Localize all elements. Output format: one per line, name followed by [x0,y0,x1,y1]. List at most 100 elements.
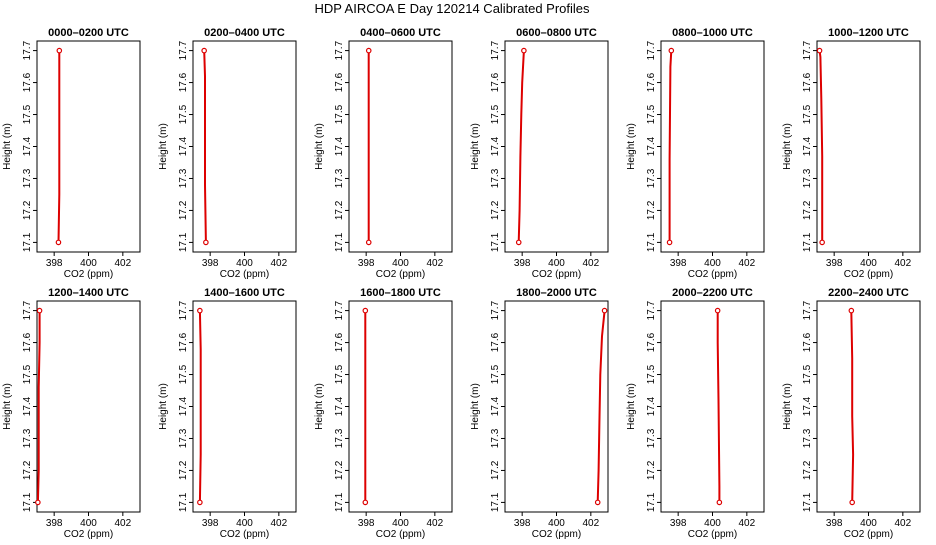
subplot-panel: 1600–1800 UTC 398 400 402 17.1 17.2 17.3 17.4 17… [314,287,453,540]
y-tick-label: 17.2 [490,200,501,220]
y-tick-label: 17.5 [22,364,33,384]
x-tick-label: 400 [860,518,877,529]
data-point [56,47,63,54]
profile-line [716,310,721,503]
x-tick-label: 400 [392,258,409,269]
x-tick-label: 398 [202,518,219,529]
x-axis-label: CO2 (ppm) [532,269,581,280]
x-tick-label: 400 [236,518,253,529]
data-point [521,47,527,54]
y-tick-label: 17.1 [802,492,813,512]
y-axis-label: Height (m) [782,383,793,430]
y-tick-label: 17.3 [334,168,345,188]
x-tick-label: 402 [582,258,599,269]
y-tick-label: 17.7 [490,40,501,60]
y-tick-label: 17.6 [178,72,189,92]
y-tick-label: 17.3 [646,168,657,188]
x-tick-label: 400 [80,518,97,529]
data-point [716,499,723,506]
x-tick-label: 402 [426,258,443,269]
subplot-panel: 0200–0400 UTC 398 400 402 17.1 17.2 17.3 17.4 17… [158,27,297,280]
y-tick-label: 17.2 [334,460,345,480]
data-point [816,47,823,54]
panel-title: 1400–1600 UTC [204,287,285,299]
x-axis-label: CO2 (ppm) [220,269,269,280]
subplot-panel: 1000–1200 UTC 398 400 402 17.1 17.2 17.3 17.4 17… [782,27,921,280]
y-tick-label: 17.5 [334,364,345,384]
x-tick-label: 400 [704,258,721,269]
y-tick-label: 17.3 [490,168,501,188]
y-axis-label: Height (m) [2,383,13,430]
x-tick-label: 398 [670,518,687,529]
subplot-panel: 2000–2200 UTC 398 400 402 17.1 17.2 17.3 17.4 17… [626,287,765,540]
x-axis-label: CO2 (ppm) [844,269,893,280]
y-tick-label: 17.4 [802,396,813,416]
y-tick-label: 17.6 [334,332,345,352]
y-tick-label: 17.4 [646,136,657,156]
x-axis-label: CO2 (ppm) [64,269,113,280]
y-tick-label: 17.3 [178,428,189,448]
x-axis-label: CO2 (ppm) [532,529,581,540]
profile-line [517,50,525,243]
y-tick-label: 17.1 [22,492,33,512]
y-tick-label: 17.4 [334,396,345,416]
x-tick-label: 402 [894,258,911,269]
plot-frame [660,300,765,513]
y-tick-label: 17.1 [646,232,657,252]
y-tick-label: 17.4 [802,136,813,156]
y-tick-label: 17.5 [802,104,813,124]
y-tick-label: 17.1 [178,232,189,252]
y-tick-label: 17.6 [490,72,501,92]
y-tick-label: 17.2 [334,200,345,220]
y-axis-label: Height (m) [626,383,637,430]
y-tick-label: 17.1 [178,492,189,512]
y-tick-label: 17.6 [646,72,657,92]
subplot-panel: 0000–0200 UTC 398 400 402 17.1 17.2 17.3 17.4 17… [2,27,141,280]
x-tick-label: 402 [270,258,287,269]
y-tick-label: 17.7 [178,300,189,320]
profile-line [596,310,606,503]
y-tick-label: 17.3 [802,168,813,188]
y-tick-label: 17.5 [334,104,345,124]
data-point [35,499,41,506]
data-point [197,499,203,506]
x-tick-label: 402 [894,518,911,529]
subplot-panel: 1200–1400 UTC 398 400 402 17.1 17.2 17.3 17.4 17… [2,287,141,540]
y-tick-label: 17.6 [22,332,33,352]
profile-line [850,310,855,503]
profile-line [818,50,824,243]
y-axis-label: Height (m) [158,383,169,430]
data-point [515,239,522,246]
x-tick-label: 400 [392,518,409,529]
x-tick-label: 402 [582,518,599,529]
y-tick-label: 17.1 [490,232,501,252]
y-tick-label: 17.7 [22,40,33,60]
x-tick-label: 402 [738,518,755,529]
y-tick-label: 17.4 [646,396,657,416]
subplot-panel: 1800–2000 UTC 398 400 402 17.1 17.2 17.3 17.4 17… [470,287,609,540]
y-tick-label: 17.1 [802,232,813,252]
y-tick-label: 17.5 [490,364,501,384]
y-tick-label: 17.7 [178,40,189,60]
x-axis-label: CO2 (ppm) [376,529,425,540]
subplot-panel: 0800–1000 UTC 398 400 402 17.1 17.2 17.3 17.4 17… [626,27,765,280]
plot-frame [36,40,141,253]
y-tick-label: 17.2 [178,200,189,220]
panel-title: 0000–0200 UTC [48,27,129,39]
y-tick-label: 17.2 [646,200,657,220]
data-point [601,307,608,314]
plot-frame [36,300,141,513]
y-tick-label: 17.2 [802,200,813,220]
y-tick-label: 17.7 [334,40,345,60]
y-tick-label: 17.7 [802,40,813,60]
y-tick-label: 17.6 [334,72,345,92]
y-tick-label: 17.4 [22,136,33,156]
y-tick-label: 17.4 [22,396,33,416]
y-axis-label: Height (m) [314,123,325,170]
y-tick-label: 17.3 [22,168,33,188]
y-tick-label: 17.2 [22,460,33,480]
data-point [203,239,209,246]
plot-frame [816,300,921,513]
